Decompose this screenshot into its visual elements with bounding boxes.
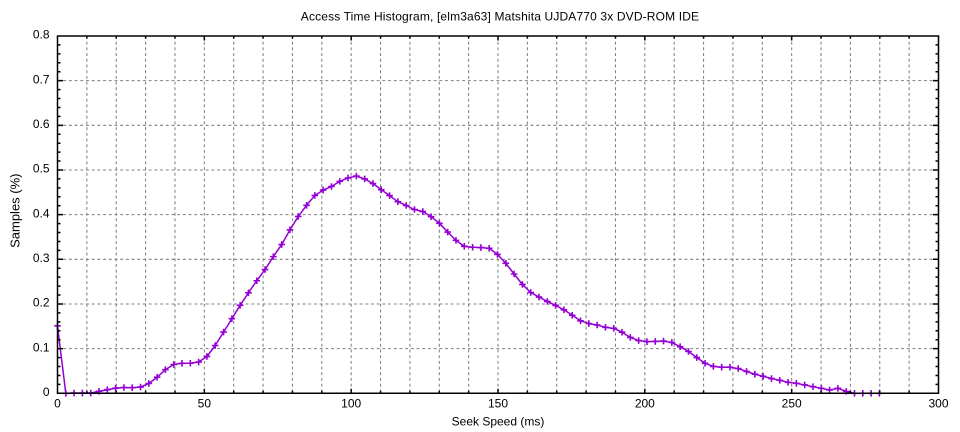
svg-text:200: 200 [635,396,655,410]
svg-text:100: 100 [341,396,361,410]
svg-text:0: 0 [54,396,61,410]
svg-text:0.1: 0.1 [33,340,50,354]
svg-text:250: 250 [782,396,802,410]
svg-text:0.5: 0.5 [33,162,50,176]
svg-text:0.8: 0.8 [33,28,50,42]
svg-text:0.4: 0.4 [33,206,50,220]
svg-text:Access Time Histogram, [elm3a6: Access Time Histogram, [elm3a63] Matshit… [301,9,699,23]
svg-text:0.2: 0.2 [33,296,50,310]
svg-text:0.6: 0.6 [33,117,50,131]
svg-text:50: 50 [198,396,212,410]
svg-text:0: 0 [43,385,50,399]
svg-text:300: 300 [928,396,948,410]
svg-text:Seek Speed (ms): Seek Speed (ms) [452,415,545,429]
svg-text:0.3: 0.3 [33,251,50,265]
svg-text:Samples (%): Samples (%) [8,173,23,247]
svg-text:0.7: 0.7 [33,72,50,86]
svg-text:150: 150 [488,396,508,410]
